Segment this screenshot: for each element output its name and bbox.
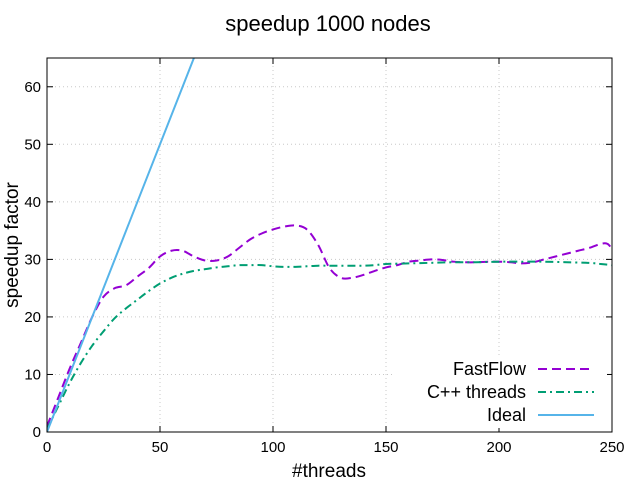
x-tick-label: 250 <box>599 439 624 456</box>
series-line-fastflow <box>47 224 612 427</box>
y-tick-label: 30 <box>24 251 41 268</box>
y-tick-label: 0 <box>33 424 41 441</box>
y-tick-label: 50 <box>24 136 41 153</box>
series-line-c-threads <box>47 260 612 430</box>
axis-ticks: 0 50 100 150 200 250 0 10 20 30 40 50 60 <box>24 58 625 456</box>
y-tick-label: 60 <box>24 79 41 96</box>
plot-frame <box>46 57 613 433</box>
legend-label-c-threads: C++ threads <box>427 382 526 402</box>
x-tick-label: 150 <box>373 439 398 456</box>
legend-label-fastflow: FastFlow <box>453 359 527 379</box>
y-tick-label: 20 <box>24 309 41 326</box>
y-tick-label: 10 <box>24 366 41 383</box>
x-tick-label: 0 <box>43 439 51 456</box>
x-axis-label: #threads <box>292 461 366 480</box>
x-tick-label: 100 <box>260 439 285 456</box>
legend: FastFlow C++ threads Ideal <box>395 356 607 428</box>
y-axis-label: speedup factor <box>2 181 23 307</box>
y-tick-label: 40 <box>24 194 41 211</box>
x-tick-label: 200 <box>486 439 511 456</box>
plot-area <box>47 58 612 432</box>
chart-title: speedup 1000 nodes <box>225 11 431 36</box>
x-tick-label: 50 <box>152 439 169 456</box>
legend-label-ideal: Ideal <box>487 405 526 425</box>
series-line-ideal <box>47 58 195 432</box>
